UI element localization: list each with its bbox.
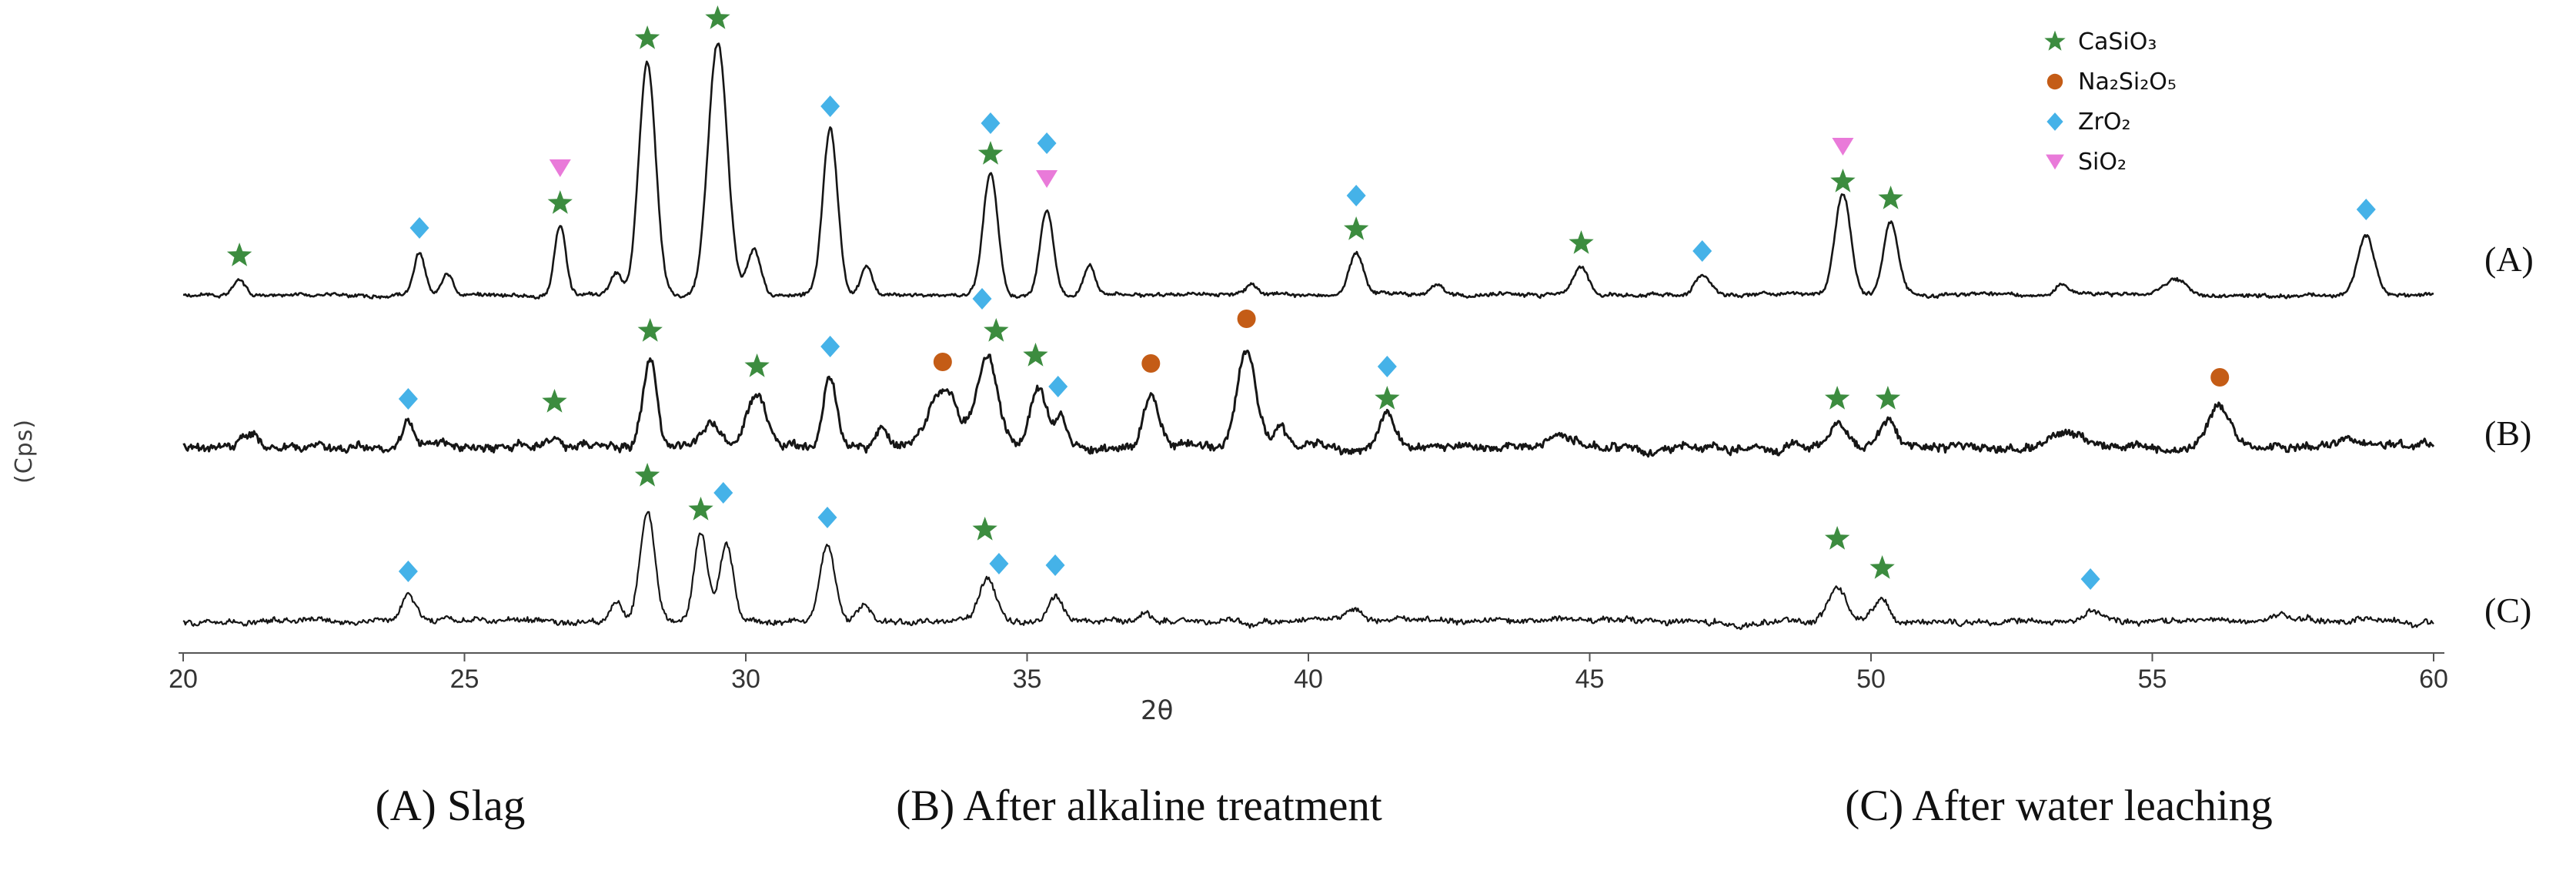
star-marker-icon [1869,555,1895,579]
x-tick-label: 55 [2138,665,2167,694]
star-marker-icon [705,5,730,29]
legend-label: CaSiO₃ [2078,28,2157,55]
circle-marker-icon [2046,73,2063,90]
star-marker-icon [1569,230,1594,254]
star-marker-icon [1825,526,1850,550]
star-marker-icon [1878,186,1903,209]
diamond-marker-icon [1377,356,1397,377]
caption-B: (B) After alkaline treatment [896,782,1382,830]
star-marker-icon [1023,343,1048,367]
caption-A: (A) Slag [375,782,526,830]
caption-C: (C) After water leaching [1845,782,2273,830]
diamond-marker-icon [989,553,1009,574]
star-marker-icon [226,243,252,266]
star-marker-icon [634,25,660,49]
legend: CaSiO₃ Na₂Si₂O₅ ZrO₂ SiO₂ [2041,28,2177,176]
star-marker-icon [744,353,770,377]
legend-item-SiO2: SiO₂ [2041,148,2177,176]
x-axis-label: 2θ [1141,695,1174,726]
xrd-trace-B [182,350,2435,458]
legend-label: Na₂Si₂O₅ [2078,68,2177,95]
star-marker-icon [984,318,1009,342]
star-marker-icon [637,318,663,342]
xrd-trace-C [182,511,2434,631]
diamond-marker-icon [1037,132,1057,154]
circle-marker-icon [1237,310,1256,328]
diamond-marker-icon [713,482,733,504]
y-axis-label: (Cps) [11,418,38,484]
diamond-marker-icon [2046,112,2063,131]
star-marker-icon [634,463,660,487]
star-marker-icon [977,141,1004,165]
diamond-marker-icon [820,336,840,357]
triangle-down-legend-icon [2046,154,2064,170]
diamond-legend-icon [2046,112,2063,131]
diamond-marker-icon [981,112,1001,134]
star-marker-icon [2044,30,2066,51]
circle-legend-icon [2046,73,2063,90]
diamond-marker-icon [2356,199,2376,220]
triangle-down-marker-icon [1036,170,1058,188]
circle-marker-icon [933,353,952,371]
diamond-marker-icon [817,507,837,528]
legend-label: SiO₂ [2078,148,2127,176]
diamond-marker-icon [1692,240,1712,262]
star-marker-icon [1830,169,1856,193]
star-marker-icon [1875,386,1901,410]
legend-label: ZrO₂ [2078,108,2131,136]
circle-marker-icon [2210,368,2230,387]
star-marker-icon [1825,386,1850,410]
x-tick-label: 60 [2419,665,2448,694]
trace-label-C: (C) [2484,591,2532,630]
x-tick-label: 35 [1013,665,1042,694]
star-marker-icon [1375,386,1400,410]
diamond-marker-icon [820,95,840,117]
diamond-marker-icon [1048,376,1068,397]
triangle-down-marker-icon [1832,138,1854,156]
star-marker-icon [1344,216,1369,240]
legend-item-ZrO2: ZrO₂ [2041,108,2177,136]
star-marker-icon [547,190,573,214]
diamond-marker-icon [398,388,418,410]
diamond-marker-icon [1045,554,1065,576]
x-tick-label: 25 [450,665,479,694]
diamond-marker-icon [409,217,429,239]
star-marker-icon [688,497,713,521]
x-tick-label: 40 [1294,665,1323,694]
circle-marker-icon [1141,354,1161,373]
trace-label-B: (B) [2484,414,2532,453]
triangle-down-marker-icon [2046,154,2064,170]
diamond-marker-icon [1346,185,1366,206]
x-tick-label: 20 [169,665,198,694]
xrd-trace-A [182,42,2434,300]
star-marker-icon [972,517,997,541]
x-tick-label: 30 [731,665,760,694]
trace-label-A: (A) [2484,239,2534,279]
legend-item-Na2Si2O5: Na₂Si₂O₅ [2041,68,2177,95]
x-tick-label: 50 [1856,665,1886,694]
diamond-marker-icon [972,288,992,310]
diamond-marker-icon [398,561,418,582]
x-tick-label: 45 [1575,665,1605,694]
star-legend-icon [2044,30,2066,51]
triangle-down-marker-icon [549,159,571,177]
diamond-marker-icon [2080,568,2100,590]
star-marker-icon [542,389,567,413]
legend-item-CaSiO3: CaSiO₃ [2041,28,2177,55]
